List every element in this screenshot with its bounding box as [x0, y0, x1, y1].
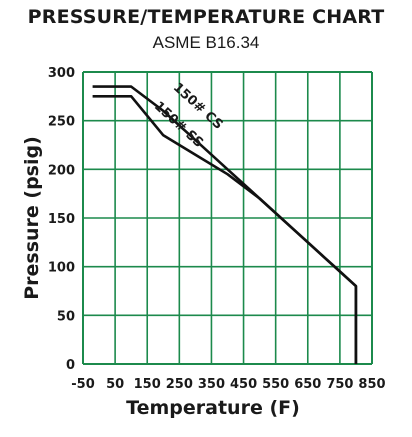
x-tick-label: 50: [106, 377, 124, 392]
x-tick-label: 450: [230, 377, 257, 392]
chart-subtitle: ASME B16.34: [152, 33, 260, 52]
y-tick-label: 150: [48, 212, 75, 227]
x-tick-label: 350: [198, 377, 225, 392]
x-tick-label: 750: [326, 377, 353, 392]
x-axis-label: Temperature (F): [126, 397, 300, 419]
y-tick-label: 300: [48, 66, 75, 81]
y-tick-label: 50: [57, 309, 75, 324]
chart-title: PRESSURE/TEMPERATURE CHART: [27, 6, 385, 28]
x-tick-label: -50: [71, 377, 95, 392]
y-tick-label: 250: [48, 115, 75, 130]
x-tick-label: 150: [134, 377, 161, 392]
y-tick-label: 0: [66, 358, 75, 373]
series-line-ss: [92, 95, 358, 364]
series-line-cs: [92, 85, 358, 364]
x-tick-label: 650: [294, 377, 321, 392]
series-lines: [92, 85, 358, 364]
y-tick-label: 100: [48, 261, 75, 276]
y-axis-label: Pressure (psig): [21, 136, 43, 300]
y-tick-label: 200: [48, 163, 75, 178]
x-tick-label: 550: [262, 377, 289, 392]
tick-labels: -50 50 150 250 350 450 550 650 750 850 0 50 100 150 20…: [48, 66, 386, 392]
x-tick-label: 250: [166, 377, 193, 392]
x-tick-label: 850: [358, 377, 385, 392]
grid: [82, 71, 373, 365]
